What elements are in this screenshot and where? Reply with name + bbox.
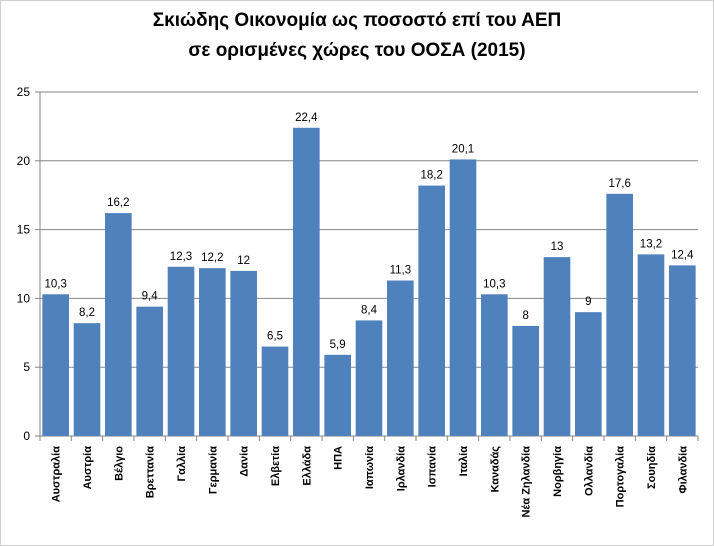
data-label: 10,3 xyxy=(483,278,505,290)
bar xyxy=(637,254,665,436)
data-label: 12,4 xyxy=(671,249,694,261)
x-tick-label: Νορβηγία xyxy=(552,446,564,497)
x-tick-label: Νέα Ζηλανδία xyxy=(521,446,533,518)
bar xyxy=(355,320,383,436)
data-label: 17,6 xyxy=(608,178,630,190)
bar xyxy=(167,266,195,436)
x-tick-label: Αυστραλία xyxy=(51,446,63,503)
y-tick-label: 10 xyxy=(17,291,31,305)
x-tick-label: Ιρλανδία xyxy=(395,446,407,491)
data-label: 12,2 xyxy=(201,252,223,264)
data-label: 12 xyxy=(237,255,250,267)
chart-title: Σκιώδης Οικονομία ως ποσοστό επί του ΑΕΠ… xyxy=(0,6,714,66)
x-tick-label: Βρεττανία xyxy=(145,446,157,498)
data-label: 13 xyxy=(551,241,564,253)
x-tick-label: Σουηδία xyxy=(646,446,658,489)
data-label: 12,3 xyxy=(170,251,192,263)
bar xyxy=(73,323,101,436)
chart-title-line-2: σε ορισμένες χώρες του ΟΟΣΑ (2015) xyxy=(188,40,526,61)
bar xyxy=(324,354,351,436)
bar xyxy=(449,159,477,436)
x-tick-label: Γερμανία xyxy=(207,446,219,494)
x-tick-label: ΗΠΑ xyxy=(333,446,345,470)
bar xyxy=(606,193,633,436)
x-tick-label: Ισπανία xyxy=(427,446,439,488)
data-label: 8,2 xyxy=(79,307,95,319)
bar xyxy=(105,213,132,436)
x-tick-label: Ελβετία xyxy=(270,446,282,486)
bar xyxy=(42,294,69,436)
x-tick-label: Πορτογαλία xyxy=(615,446,627,508)
data-label: 9 xyxy=(585,296,591,308)
y-tick-label: 20 xyxy=(17,154,31,168)
data-label: 8 xyxy=(522,310,528,322)
bar xyxy=(418,185,445,436)
y-tick-label: 15 xyxy=(17,223,31,237)
data-label: 22,4 xyxy=(295,112,318,124)
x-tick-label: Ολλανδία xyxy=(583,446,595,496)
x-tick-label: Ιταλία xyxy=(458,446,470,477)
bar xyxy=(669,265,696,436)
x-tick-label: Ελλάδα xyxy=(301,446,313,486)
data-label: 16,2 xyxy=(107,197,129,209)
bar xyxy=(481,294,508,436)
bar xyxy=(543,257,571,436)
data-label: 20,1 xyxy=(452,143,474,155)
bar xyxy=(230,270,257,436)
bar xyxy=(136,306,163,436)
data-label: 13,2 xyxy=(640,238,662,250)
x-tick-label: Βέλγιο xyxy=(113,446,125,481)
data-label: 9,4 xyxy=(142,291,159,303)
bar xyxy=(575,312,602,436)
data-label: 18,2 xyxy=(420,170,442,182)
data-label: 8,4 xyxy=(361,304,378,316)
bar xyxy=(261,346,289,436)
x-tick-label: Αυστρία xyxy=(82,446,94,490)
x-tick-label: Γαλλία xyxy=(176,446,188,482)
chart-title-line-1: Σκιώδης Οικονομία ως ποσοστό επί του ΑΕΠ xyxy=(152,10,562,31)
x-tick-label: Φιλανδία xyxy=(677,446,689,494)
data-label: 5,9 xyxy=(330,339,346,351)
bar xyxy=(512,325,539,436)
y-tick-label: 0 xyxy=(23,429,30,443)
data-label: 10,3 xyxy=(44,278,66,290)
y-tick-label: 25 xyxy=(17,85,31,99)
data-label: 6,5 xyxy=(267,331,283,343)
data-label: 11,3 xyxy=(390,265,412,277)
y-tick-label: 5 xyxy=(23,360,30,374)
bar xyxy=(293,127,320,436)
x-tick-label: Καναδάς xyxy=(489,446,501,493)
x-tick-label: Δανία xyxy=(239,446,251,477)
x-tick-label: Ιαπωνία xyxy=(364,446,376,489)
bar xyxy=(199,268,226,436)
bar xyxy=(387,280,414,436)
